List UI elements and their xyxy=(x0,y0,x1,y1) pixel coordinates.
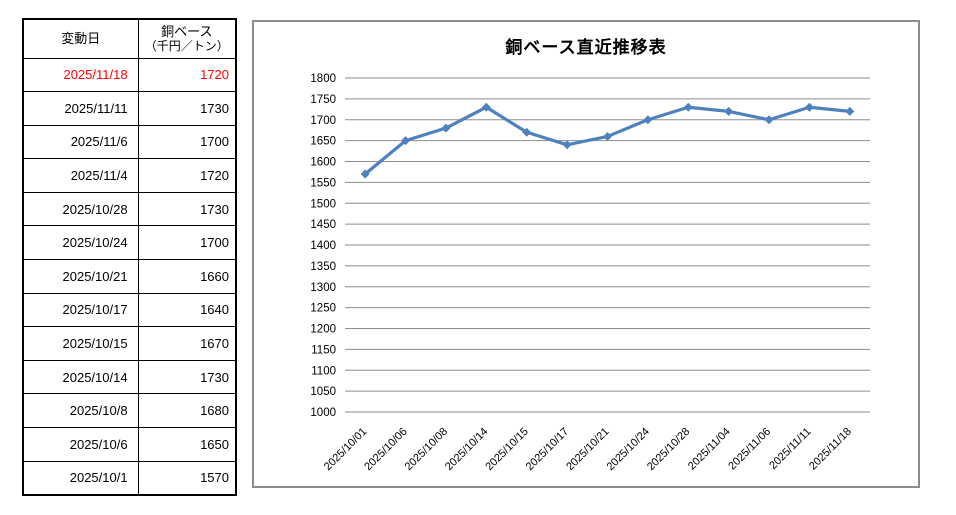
data-point-marker xyxy=(401,136,411,146)
data-point-marker xyxy=(724,106,734,116)
price-table: 変動日 銅ベース （千円／トン） 2025/11/18 1720 2025/11/1… xyxy=(22,18,237,496)
data-point-marker xyxy=(481,102,491,112)
value-cell: 1650 xyxy=(137,427,237,462)
x-axis-label: 2025/10/15 xyxy=(483,426,530,473)
y-axis-label: 1400 xyxy=(310,240,336,252)
date-cell: 2025/10/17 xyxy=(22,292,139,328)
price-table-body: 2025/11/18 1720 2025/11/11 1730 2025/11/6 170… xyxy=(22,57,237,496)
table-row: 2025/10/17 1640 xyxy=(22,292,237,328)
data-point-marker xyxy=(845,106,855,116)
date-cell: 2025/10/14 xyxy=(22,359,139,395)
x-axis-label: 2025/10/06 xyxy=(362,426,409,473)
x-axis-label: 2025/10/01 xyxy=(322,426,369,473)
y-axis-label: 1000 xyxy=(310,407,336,419)
value-cell: 1700 xyxy=(137,225,237,261)
y-axis-label: 1600 xyxy=(310,157,336,169)
data-point-marker xyxy=(360,169,370,179)
value-cell: 1730 xyxy=(137,191,237,227)
data-point-marker xyxy=(562,140,572,150)
table-row: 2025/10/14 1730 xyxy=(22,359,237,395)
y-axis-label: 1450 xyxy=(310,219,336,231)
value-cell: 1640 xyxy=(137,292,237,328)
y-axis-label: 1200 xyxy=(310,324,336,336)
y-axis-label: 1650 xyxy=(310,136,336,148)
value-cell: 1720 xyxy=(137,57,237,93)
value-cell: 1570 xyxy=(137,460,237,496)
data-point-marker xyxy=(643,115,653,125)
y-axis-label: 1150 xyxy=(311,344,336,356)
date-cell: 2025/10/21 xyxy=(22,259,139,294)
x-axis-label: 2025/10/28 xyxy=(645,426,692,473)
date-cell: 2025/10/28 xyxy=(22,191,139,227)
date-column-header: 変動日 xyxy=(22,18,139,59)
x-axis-label: 2025/10/08 xyxy=(403,426,450,473)
date-cell: 2025/10/15 xyxy=(22,326,139,361)
chart-svg: 1000 1050 1100 1150 1200 1250 1300 1350 1400 1450… xyxy=(310,73,870,473)
x-axis-label: 2025/10/24 xyxy=(605,426,652,473)
value-cell: 1700 xyxy=(137,124,237,160)
table-row: 2025/10/15 1670 xyxy=(22,326,237,361)
date-cell: 2025/11/18 xyxy=(22,57,139,93)
x-axis-label: 2025/10/21 xyxy=(564,426,611,473)
x-axis-label: 2025/11/18 xyxy=(807,426,854,473)
date-cell: 2025/11/6 xyxy=(22,124,139,160)
value-header-line2: （千円／トン） xyxy=(144,39,229,54)
value-cell: 1720 xyxy=(137,158,237,193)
data-point-marker xyxy=(683,102,693,112)
table-header-row: 変動日 銅ベース （千円／トン） xyxy=(22,18,237,59)
table-row: 2025/11/6 1700 xyxy=(22,124,237,160)
y-axis-label: 1500 xyxy=(310,198,336,210)
table-row: 2025/11/18 1720 xyxy=(22,57,237,93)
value-header-line1: 銅ベース xyxy=(161,23,213,39)
date-cell: 2025/10/6 xyxy=(22,427,139,462)
data-point-marker xyxy=(804,102,814,112)
y-axis-label: 1250 xyxy=(310,303,336,315)
chart-panel: 銅ベース直近推移表 1000 1050 1100 1150 1200 1250 1300 13… xyxy=(252,20,920,488)
chart-title: 銅ベース直近推移表 xyxy=(505,38,667,57)
y-axis-label: 1700 xyxy=(310,115,336,127)
y-axis-label: 1550 xyxy=(310,177,336,189)
table-row: 2025/11/11 1730 xyxy=(22,91,237,126)
y-axis-label: 1100 xyxy=(311,365,336,377)
date-cell: 2025/11/11 xyxy=(22,91,139,126)
table-row: 2025/10/6 1650 xyxy=(22,427,237,462)
y-axis-label: 1050 xyxy=(310,386,336,398)
y-axis-label: 1800 xyxy=(310,73,336,85)
value-column-header: 銅ベース （千円／トン） xyxy=(137,18,237,59)
date-cell: 2025/10/1 xyxy=(22,460,139,496)
value-cell: 1660 xyxy=(137,259,237,294)
date-cell: 2025/10/24 xyxy=(22,225,139,261)
y-axis-label: 1350 xyxy=(310,261,336,273)
table-row: 2025/11/4 1720 xyxy=(22,158,237,193)
table-row: 2025/10/24 1700 xyxy=(22,225,237,261)
value-cell: 1730 xyxy=(137,359,237,395)
table-row: 2025/10/8 1680 xyxy=(22,393,237,429)
x-axis-label: 2025/10/17 xyxy=(524,426,571,473)
data-point-marker xyxy=(441,123,451,133)
data-point-marker xyxy=(603,131,612,141)
y-axis-label: 1750 xyxy=(310,94,336,106)
date-cell: 2025/11/4 xyxy=(22,158,139,193)
table-row: 2025/10/1 1570 xyxy=(22,460,237,496)
x-axis-label: 2025/11/06 xyxy=(726,426,773,473)
value-cell: 1730 xyxy=(137,91,237,126)
value-cell: 1670 xyxy=(137,326,237,361)
table-row: 2025/10/21 1660 xyxy=(22,259,237,294)
date-cell: 2025/10/8 xyxy=(22,393,139,429)
x-axis-label: 2025/10/14 xyxy=(443,426,490,473)
data-point-marker xyxy=(764,115,774,125)
table-row: 2025/10/28 1730 xyxy=(22,191,237,227)
x-axis-label: 2025/11/11 xyxy=(767,426,813,472)
y-axis-label: 1300 xyxy=(310,282,336,294)
value-cell: 1680 xyxy=(137,393,237,429)
x-axis-label: 2025/11/04 xyxy=(686,426,733,473)
